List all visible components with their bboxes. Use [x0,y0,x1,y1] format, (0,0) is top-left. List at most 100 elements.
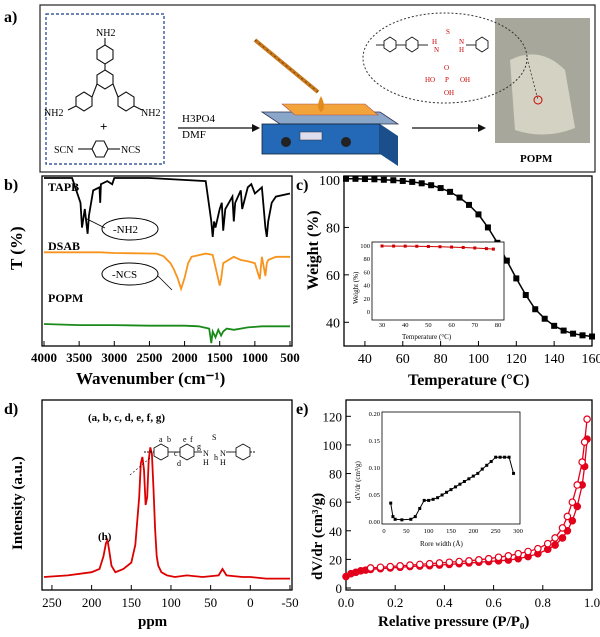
bet-point-desorption [476,557,482,563]
tga-inset-xtick-label: 50 [425,322,432,329]
bet-inset-xtick-label: 50 [403,528,410,535]
tga-point [381,177,387,183]
bet-inset-point [485,464,488,467]
tga-ytick-label: 60 [326,269,340,284]
ncs-label: NCS [121,145,140,156]
bet-point-desorption [397,563,403,569]
svg-text:c: c [174,449,178,458]
bet-inset-point [490,460,493,463]
tga-point [419,180,425,186]
reagent-h3po4: H3PO4 [182,113,216,125]
tga-point [542,316,548,322]
ftir-line-popm [44,324,290,343]
tga-point [475,211,481,217]
bet-ylabel: dV/dr (cm³/g) [310,493,326,580]
bet-inset-point [476,472,479,475]
tga-inset-ylabel: Weight (%) [352,271,360,304]
tga-inset-point [439,245,442,248]
tga-inset-ytick-label: 80 [364,256,371,263]
bet-inset-point [423,499,426,502]
bet-inset-point [508,456,511,459]
bet-inset-ytick-label: 0.20 [369,411,380,418]
bet-point-desorption [387,563,393,569]
panel-label-a: a) [4,9,17,26]
bet-point-desorption [407,562,413,568]
bet-inset-ytick-label: 0.05 [369,492,380,499]
ftir-xlabel: Wavenumber (cm⁻¹) [76,369,225,388]
bet-point-desorption [559,525,565,531]
bet-inset-point [454,485,457,488]
bet-inset-point [414,515,417,518]
bet-inset-point [400,518,403,521]
bet-inset-point [441,494,444,497]
bet-inset-point [512,472,515,475]
bet-xtick-label: 0.6 [485,595,502,610]
nmr-xlabel: ppm [138,614,168,630]
ftir-xtick-label: 4000 [31,350,57,365]
bet-xtick-label: 1.0 [584,595,600,610]
svg-text:N: N [203,449,209,458]
bet-ytick-label: 40 [329,524,342,539]
bet-inset-point [458,483,461,486]
tga-point [513,275,519,281]
bet-ytick-label: 100 [323,438,343,453]
bet-inset-point [427,499,430,502]
bet-inset-xtick-label: 100 [424,528,434,535]
bet-point-adsorption [552,542,558,548]
svg-text:P: P [445,76,449,84]
bet-point-desorption [584,416,590,422]
tga-xtick-label: 80 [434,352,448,367]
bet-inset-xtick-label: 0 [382,528,385,535]
tga-inset-ytick-label: 20 [364,296,371,303]
bet-inset-point [467,477,470,480]
bet-inset-ytick-label: 0.10 [369,465,380,472]
bet-inset-xtick-label: 250 [491,528,501,535]
bet-xlabel: Relative pressure (P/P₀) [378,614,529,630]
bet-point-desorption [377,564,383,570]
bet-inset-ytick-label: 0.00 [369,519,380,526]
tga-xtick-label: 100 [468,352,489,367]
nmr-xtick-label: -50 [281,595,298,610]
tga-inset-xtick-label: 40 [402,322,409,329]
tga-inset-xtick-label: 60 [448,322,455,329]
bet-point-desorption [525,548,531,554]
bet-xtick-label: 0.0 [338,595,354,610]
tapb-structure [68,38,142,111]
bet-point-desorption [581,439,587,445]
bet-inset-xlabel: Rore width (Å) [420,540,463,548]
bet-point-desorption [426,560,432,566]
bet-inset-point [394,518,397,521]
svg-text:f: f [190,435,193,444]
svg-text:H: H [203,458,209,467]
bet-ytick-label: 80 [329,467,342,482]
svg-text:OH: OH [460,76,470,84]
tga-point [551,323,557,329]
bet-inset-point [499,456,502,459]
annotation-ncs-pointer [158,276,172,290]
tga-point [447,189,453,195]
nmr-line [44,447,290,578]
tga-point [400,178,406,184]
bet-point-desorption [552,535,558,541]
series-label-dsab: DSAB [48,239,80,253]
bet-point-desorption [466,558,472,564]
tga-xtick-label: 40 [358,352,372,367]
nh2-right: NH2 [141,108,160,119]
tga-point [504,258,510,264]
nmr-xtick-label: 250 [42,595,62,610]
nmr-xtick-label: 100 [161,595,181,610]
bet-point-desorption [569,499,575,505]
nh2-left: NH2 [44,108,63,119]
ftir-line-tapb [44,178,290,237]
tga-xtick-label: 160 [582,352,600,367]
bet-inset-point [463,480,466,483]
ftir-ylabel: T (%) [7,226,26,270]
bet-point-desorption [495,554,501,560]
bet-inset-point [436,496,439,499]
svg-text:N: N [434,46,439,54]
bet-point-adsorption [559,535,565,541]
nh2-top: NH2 [96,28,115,39]
tga-inset-point [415,245,418,248]
